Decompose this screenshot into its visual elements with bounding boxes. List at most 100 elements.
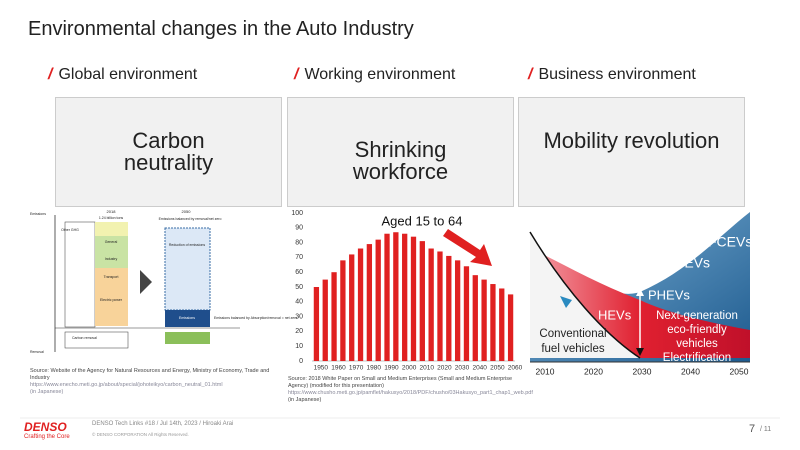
- diagram-label: Emissions balanced by Absorption/removal…: [214, 316, 297, 320]
- diagram-label: Reduction of emissions: [169, 243, 205, 247]
- diagram-label: 1.24 billion tons: [99, 216, 124, 220]
- bar: [507, 294, 514, 361]
- y-tick-label: 40: [295, 299, 303, 306]
- x-tick-label: 1950: [314, 365, 329, 372]
- bar: [419, 241, 425, 361]
- block: [95, 268, 128, 286]
- x-tick-label: 2020: [437, 365, 452, 372]
- section-heading: / Working environment: [294, 66, 456, 83]
- arrow: [140, 270, 152, 294]
- annotation-arrow: [443, 229, 492, 266]
- area: [530, 232, 640, 358]
- diagram-label: fuel vehicles: [541, 343, 605, 355]
- diagram-label: Emissions balanced by removal/net zero: [159, 217, 222, 221]
- page-number: 7: [749, 423, 756, 435]
- diagram-label: General: [105, 240, 118, 244]
- block: [95, 286, 128, 326]
- source-note: (in Japanese): [288, 397, 322, 403]
- slide-title: Environmental changes in the Auto Indust…: [28, 18, 414, 40]
- diagram-label: 2018: [107, 209, 117, 214]
- diagram-label: PHEVs: [648, 287, 690, 302]
- section-heading: / Global environment: [48, 66, 198, 83]
- x-tick-label: 2030: [633, 366, 652, 376]
- bar: [313, 287, 320, 361]
- box-line: Carbon: [132, 128, 205, 153]
- bar: [481, 279, 487, 361]
- block: [164, 227, 211, 311]
- topic-box: Mobility revolution: [518, 97, 745, 207]
- x-tick-label: 2010: [536, 366, 555, 376]
- copyright: © DENSO CORPORATION All Rights Reserved.: [92, 432, 189, 437]
- bar: [446, 255, 452, 361]
- section-heading: / Business environment: [528, 66, 696, 83]
- arrow: [636, 348, 644, 356]
- annotation: Aged 15 to 64: [382, 213, 463, 228]
- source-text: Source: Website of the Agency for Natura…: [30, 368, 270, 381]
- event: DENSO Tech Links #18 / Jul 14th, 2023 / …: [92, 421, 234, 427]
- y-tick-label: 80: [295, 239, 303, 246]
- bar: [499, 288, 505, 361]
- block: [95, 250, 128, 268]
- y-tick-label: 70: [295, 254, 303, 261]
- bar: [357, 248, 364, 361]
- y-tick-label: 90: [295, 225, 303, 232]
- x-tick-label: 1970: [349, 365, 364, 372]
- bar: [428, 248, 434, 361]
- arrow: [560, 296, 572, 308]
- diagram-label: Electric power: [100, 298, 123, 302]
- x-tick-label: 2010: [420, 365, 435, 372]
- x-tick-label: 2040: [681, 366, 700, 376]
- curve: [529, 231, 641, 359]
- bar: [375, 239, 381, 361]
- y-tick-label: 50: [295, 284, 303, 291]
- diagram-label: HEVs: [598, 307, 632, 322]
- right-diagram: [529, 212, 750, 363]
- x-tick-label: 1960: [331, 365, 346, 372]
- y-tick-label: 100: [291, 210, 303, 217]
- bar: [322, 279, 328, 361]
- diagram-label: BEVs: [675, 255, 710, 271]
- source: Source: Website of the Agency for Natura…: [30, 368, 270, 396]
- x-tick-label: 1990: [384, 365, 399, 372]
- y-tick-label: 10: [295, 343, 303, 350]
- y-tick-label: 60: [295, 269, 303, 276]
- x-tick-label: 2040: [472, 365, 487, 372]
- bar: [454, 260, 461, 361]
- x-tick-label: 2020: [584, 366, 603, 376]
- diagram-label: 2050: [182, 209, 192, 214]
- diagram-label: Electrification: [663, 352, 731, 364]
- source: Source: 2018 White Paper on Small and Me…: [288, 376, 533, 404]
- x-tick-label: 2050: [730, 366, 749, 376]
- tagline: Crafting the Core: [24, 434, 70, 440]
- topic-box: Shrinking workforce: [287, 97, 514, 207]
- bar: [402, 233, 408, 361]
- heading-text: Business environment: [538, 66, 696, 83]
- diagram-label: Industry: [105, 257, 118, 261]
- bar: [384, 233, 390, 361]
- x-tick-label: 2050: [490, 365, 505, 372]
- y-tick-label: 30: [295, 313, 303, 320]
- diagram-label: eco-friendly: [667, 324, 727, 336]
- block: [64, 331, 129, 349]
- diagram-label: Emissions: [179, 316, 195, 320]
- diagram-label: Transport: [104, 275, 119, 279]
- logo: DENSO: [24, 420, 67, 434]
- arrow: [636, 288, 644, 296]
- diagram-label: vehicles: [676, 338, 718, 350]
- block: [95, 222, 128, 236]
- x-tick-label: 2030: [455, 365, 470, 372]
- box-line: Mobility revolution: [543, 128, 720, 153]
- source-note: (in Japanese): [30, 389, 64, 395]
- diagram-label: Emissions: [30, 212, 46, 216]
- source-url: https://www.enecho.meti.go.jp/about/spec…: [30, 382, 223, 388]
- bar: [393, 232, 399, 361]
- area: [530, 232, 750, 358]
- left-diagram: [54, 215, 240, 352]
- bar: [463, 266, 470, 361]
- bar: [410, 236, 417, 361]
- bar: [349, 254, 355, 361]
- page-total: / 11: [760, 426, 772, 433]
- y-tick-label: 0: [299, 358, 303, 365]
- x-tick-label: 2060: [508, 365, 523, 372]
- block: [64, 221, 96, 328]
